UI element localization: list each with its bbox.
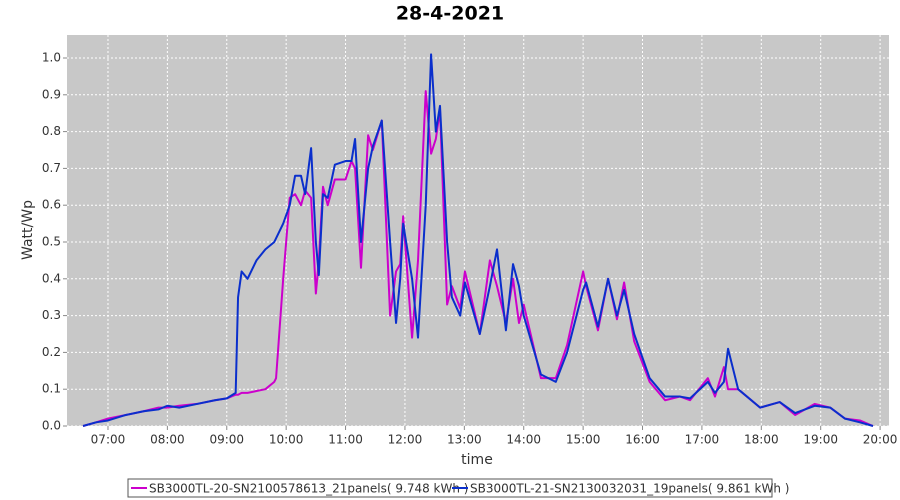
y-tick-label: 0.3 — [42, 308, 61, 322]
y-tick-label: 0.1 — [42, 382, 61, 396]
y-tick-label: 0.8 — [42, 124, 61, 138]
x-tick-label: 12:00 — [388, 433, 423, 447]
x-tick-label: 14:00 — [506, 433, 541, 447]
x-tick-label: 18:00 — [744, 433, 779, 447]
x-tick-label: 15:00 — [566, 433, 601, 447]
legend-label: SB3000TL-20-SN2100578613_21panels( 9.748… — [149, 482, 468, 496]
x-tick-label: 07:00 — [91, 433, 126, 447]
y-axis-label: Watt/Wp — [20, 200, 36, 260]
y-tick-label: 0.9 — [42, 87, 61, 101]
x-tick-label: 11:00 — [328, 433, 363, 447]
y-tick-label: 0.7 — [42, 161, 61, 175]
y-tick-label: 1.0 — [42, 51, 61, 65]
legend — [127, 478, 773, 498]
x-tick-label: 10:00 — [269, 433, 304, 447]
chart-title: 28-4-2021 — [396, 3, 504, 25]
x-tick-label: 20:00 — [863, 433, 898, 447]
y-tick-label: 0.5 — [42, 235, 61, 249]
x-tick-label: 19:00 — [803, 433, 838, 447]
y-tick-label: 0.6 — [42, 198, 61, 212]
series-line — [82, 53, 874, 427]
x-tick-label: 08:00 — [150, 433, 185, 447]
y-tick-label: 0.0 — [42, 419, 61, 433]
x-tick-label: 17:00 — [685, 433, 720, 447]
plot-area — [67, 35, 889, 426]
x-tick-label: 13:00 — [447, 433, 482, 447]
x-axis-label: time — [461, 452, 493, 468]
x-tick-label: 09:00 — [209, 433, 244, 447]
legend-label: SB3000TL-21-SN2130032031_19panels( 9.861… — [470, 482, 789, 496]
y-tick-label: 0.2 — [42, 345, 61, 359]
x-tick-label: 16:00 — [625, 433, 660, 447]
y-tick-label: 0.4 — [42, 271, 61, 285]
